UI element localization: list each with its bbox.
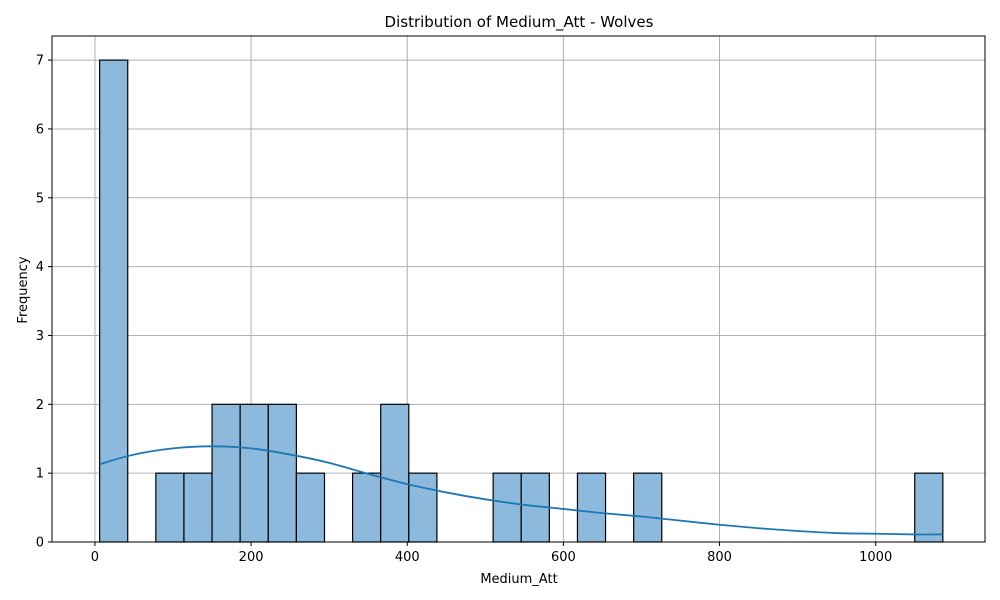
- x-axis-label: Medium_Att: [480, 572, 557, 587]
- y-axis-label: Frequency: [16, 256, 31, 323]
- kde-curve-group: [99, 445, 943, 536]
- x-tick-label: 200: [239, 550, 264, 565]
- y-tick-label: 2: [36, 398, 44, 413]
- histogram-bar: [99, 59, 129, 543]
- histogram-bar: [633, 472, 663, 543]
- plot-frame: [51, 35, 986, 543]
- x-tick-label: 1000: [859, 550, 892, 565]
- histogram-bar: [914, 472, 944, 543]
- histogram-bar: [239, 403, 269, 543]
- y-tick-label: 7: [36, 54, 44, 69]
- histogram-bar: [380, 403, 410, 543]
- x-tick-label: 400: [395, 550, 420, 565]
- histogram-bar: [155, 472, 185, 543]
- y-tick-label: 0: [36, 536, 44, 551]
- histogram-bar: [183, 472, 213, 543]
- y-tick-label: 4: [36, 260, 44, 275]
- kde-curve: [99, 445, 943, 536]
- x-axis-ticks: 0 200 400 600 800 1000: [91, 542, 892, 565]
- y-axis-ticks: 0 1 2 3 4 5 6 7: [36, 54, 52, 551]
- chart-title: Distribution of Medium_Att - Wolves: [385, 13, 654, 32]
- histogram-bar: [492, 472, 522, 543]
- y-tick-label: 1: [36, 467, 44, 482]
- y-tick-label: 5: [36, 191, 44, 206]
- x-tick-label: 600: [551, 550, 576, 565]
- histogram-bar: [267, 403, 297, 543]
- y-tick-label: 6: [36, 122, 44, 137]
- histogram-bar: [211, 403, 241, 543]
- y-tick-label: 3: [36, 329, 44, 344]
- x-tick-label: 0: [91, 550, 99, 565]
- histogram-bar: [408, 472, 438, 543]
- grid-lines: [52, 36, 985, 543]
- histogram-bars: [99, 59, 944, 543]
- histogram-bar: [576, 472, 607, 543]
- histogram-bar: [295, 472, 326, 543]
- x-tick-label: 800: [707, 550, 732, 565]
- histogram-bar: [351, 472, 382, 543]
